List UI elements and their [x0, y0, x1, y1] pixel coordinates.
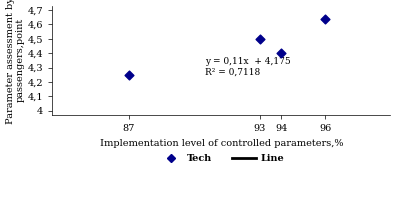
Text: y = 0,11x  + 4,175
R² = 0,7118: y = 0,11x + 4,175 R² = 0,7118 [205, 57, 291, 77]
Tech [322, 17, 328, 20]
Tech [126, 73, 132, 76]
Legend: Tech, Line: Tech, Line [155, 151, 288, 167]
Tech [257, 37, 263, 41]
Y-axis label: Parameter assessment by
passengers,point: Parameter assessment by passengers,point [6, 0, 25, 124]
X-axis label: Implementation level of controlled parameters,%: Implementation level of controlled param… [100, 139, 343, 148]
Tech [278, 51, 285, 55]
